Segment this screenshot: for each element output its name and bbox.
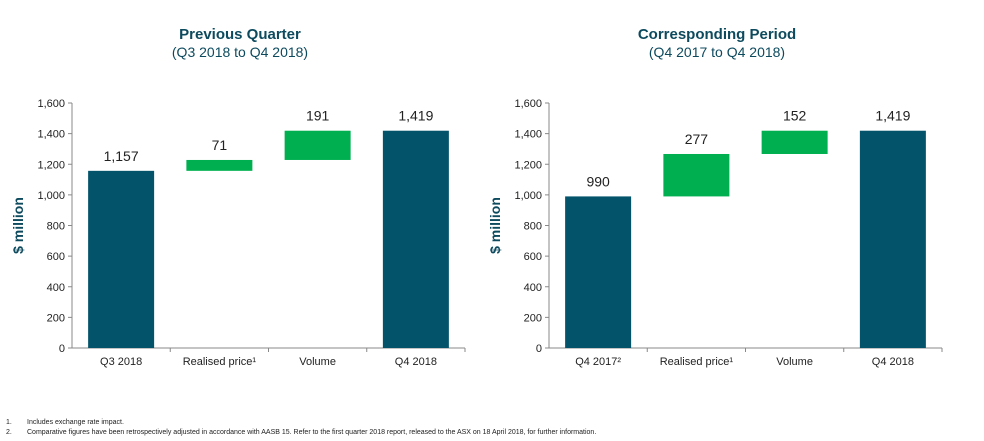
x-tick-label: Volume bbox=[299, 356, 336, 368]
data-label: 71 bbox=[212, 137, 228, 153]
y-tick-label: 600 bbox=[524, 251, 542, 263]
chart-plot: 0 200 400 600 800 1,000 1,200 1,400 1,600 $ milli… bbox=[487, 98, 943, 368]
total-bar bbox=[565, 196, 632, 348]
y-tick-label: 400 bbox=[47, 282, 65, 294]
y-axis-label: $ million bbox=[10, 197, 26, 254]
y-tick-label: 1,600 bbox=[514, 98, 542, 110]
x-tick-label: Volume bbox=[776, 356, 813, 368]
footnote-1: 1. Includes exchange rate impact. bbox=[6, 418, 596, 428]
footnote-text: Comparative figures have been retrospect… bbox=[27, 429, 597, 436]
increase-bar bbox=[186, 159, 253, 171]
x-tick-label: Realised price¹ bbox=[660, 356, 734, 368]
x-tick-label: Q3 2018 bbox=[100, 356, 142, 368]
y-axis-label: $ million bbox=[487, 197, 503, 254]
data-label: 1,419 bbox=[875, 108, 910, 124]
y-tick-label: 0 bbox=[536, 343, 542, 355]
x-tick-label: Q4 2018 bbox=[395, 356, 437, 368]
total-bar bbox=[859, 130, 926, 348]
x-tick-label: Q4 2017² bbox=[575, 356, 621, 368]
data-label: 990 bbox=[586, 173, 610, 189]
y-tick-label: 1,000 bbox=[37, 190, 65, 202]
y-tick-label: 1,400 bbox=[514, 129, 542, 141]
footnote-number: 1. bbox=[6, 419, 12, 426]
chart-subtitle: (Q3 2018 to Q4 2018) bbox=[171, 44, 309, 60]
y-tick-label: 1,200 bbox=[37, 159, 65, 171]
y-tick-label: 600 bbox=[47, 251, 65, 263]
total-bar bbox=[382, 130, 449, 348]
y-tick-label: 1,600 bbox=[37, 98, 65, 110]
x-tick-label: Realised price¹ bbox=[183, 356, 257, 368]
y-tick-label: 400 bbox=[524, 282, 542, 294]
increase-bar bbox=[284, 130, 351, 160]
chart-previous-quarter: Previous Quarter (Q3 2018 to Q4 2018) 0 2… bbox=[0, 0, 480, 380]
chart-title: Previous Quarter bbox=[179, 26, 301, 43]
y-tick-label: 1,400 bbox=[37, 129, 65, 141]
data-label: 1,419 bbox=[398, 108, 433, 124]
chart-plot: 0 200 400 600 800 1,000 1,200 1,400 1,600 $ milli… bbox=[10, 98, 466, 368]
increase-bar bbox=[761, 130, 828, 154]
increase-bar bbox=[663, 153, 730, 197]
footnote-2: 2. Comparative figures have been retrospe… bbox=[6, 428, 596, 438]
y-tick-label: 1,000 bbox=[514, 190, 542, 202]
chart-subtitle: (Q4 2017 to Q4 2018) bbox=[648, 44, 786, 60]
data-label: 277 bbox=[685, 131, 709, 147]
y-tick-label: 1,200 bbox=[514, 159, 542, 171]
y-tick-label: 800 bbox=[524, 221, 542, 233]
data-label: 152 bbox=[783, 108, 807, 124]
footnote-text: Includes exchange rate impact. bbox=[27, 419, 124, 426]
y-tick-label: 200 bbox=[524, 312, 542, 324]
data-label: 1,157 bbox=[104, 148, 139, 164]
chart-corresponding-period: Corresponding Period (Q4 2017 to Q4 2018… bbox=[477, 0, 957, 380]
x-tick-label: Q4 2018 bbox=[872, 356, 914, 368]
y-tick-label: 0 bbox=[59, 343, 65, 355]
y-tick-label: 200 bbox=[47, 312, 65, 324]
chart-title: Corresponding Period bbox=[637, 26, 797, 43]
data-label: 191 bbox=[306, 108, 330, 124]
y-tick-label: 800 bbox=[47, 221, 65, 233]
footnote-number: 2. bbox=[6, 429, 12, 436]
footnotes: 1. Includes exchange rate impact. 2. Compa… bbox=[6, 418, 596, 438]
total-bar bbox=[88, 170, 155, 348]
